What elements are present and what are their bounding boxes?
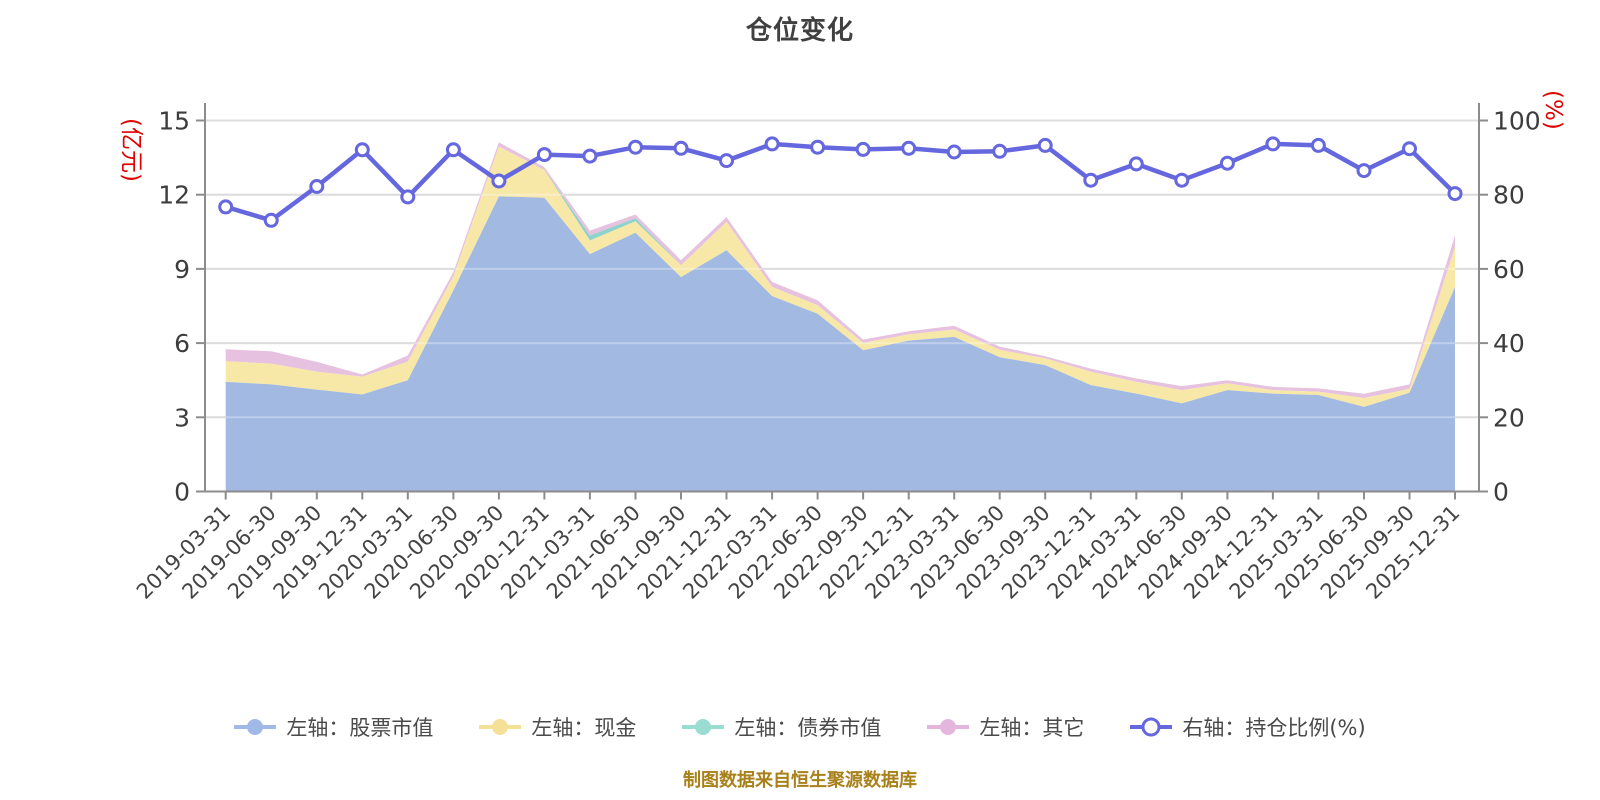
- legend-marker-icon: [479, 719, 522, 735]
- svg-text:0: 0: [174, 478, 190, 507]
- line-marker: [1219, 155, 1235, 171]
- line-marker: [719, 153, 734, 169]
- chart-canvas: 0 3 6 9 12 15 0 20 40 60 80 100 (亿元) (%) 2019-03-31201…: [118, 90, 1566, 604]
- data-source-note: 制图数据来自恒生聚源数据库: [683, 770, 917, 791]
- legend-item-2[interactable]: 左轴：债券市值: [682, 712, 881, 742]
- line-marker: [263, 212, 279, 228]
- line-marker: [901, 140, 917, 156]
- legend-marker-icon: [234, 719, 277, 735]
- svg-text:9: 9: [174, 255, 190, 284]
- line-marker: [354, 142, 370, 158]
- line-marker: [1402, 141, 1417, 157]
- line-marker: [1037, 137, 1053, 153]
- svg-text:40: 40: [1493, 329, 1525, 358]
- line-marker: [628, 139, 643, 155]
- svg-text:0: 0: [1493, 478, 1509, 507]
- svg-text:100: 100: [1493, 107, 1541, 136]
- line-marker: [1265, 136, 1281, 152]
- svg-text:3: 3: [174, 403, 190, 432]
- line-marker: [810, 139, 826, 155]
- line-marker: [992, 143, 1008, 159]
- legend-marker-icon: [682, 719, 725, 735]
- chart-legend: 左轴：股票市值 左轴：现金 左轴：债券市值 左轴：其它 右轴：持仓比例(%): [0, 712, 1600, 742]
- legend-label: 左轴：债券市值: [734, 716, 882, 740]
- legend-label: 左轴：现金: [531, 716, 637, 740]
- legend-label: 右轴：持仓比例(%): [1182, 716, 1366, 740]
- chart-title: 仓位变化: [745, 16, 854, 46]
- line-series-position-ratio: [218, 136, 1463, 228]
- svg-text:15: 15: [158, 107, 190, 136]
- y-axis-left-name: (亿元): [118, 118, 144, 182]
- line-marker: [946, 144, 962, 160]
- axes: [196, 103, 1488, 500]
- y-axis-right-name: (%): [1540, 90, 1566, 130]
- stacked-area-series: [225, 142, 1456, 492]
- legend-item-1[interactable]: 左轴：现金: [479, 712, 636, 742]
- line-marker: [1083, 172, 1099, 188]
- area-band-0: [225, 196, 1456, 492]
- line-marker: [764, 136, 780, 152]
- line-marker: [855, 141, 871, 157]
- line-marker: [400, 189, 416, 205]
- legend-label: 左轴：其它: [979, 716, 1085, 740]
- line-marker: [218, 199, 234, 215]
- line-marker: [445, 142, 461, 158]
- line-marker: [1174, 172, 1190, 188]
- line-marker: [582, 148, 598, 164]
- x-axis-labels: 2019-03-312019-06-302019-09-302019-12-31…: [132, 501, 1465, 604]
- legend-marker-icon: [927, 719, 970, 735]
- line-marker: [1128, 156, 1144, 172]
- line-marker: [309, 179, 325, 194]
- area-band-3: [225, 142, 1456, 398]
- legend-marker-icon: [1130, 717, 1173, 737]
- svg-text:60: 60: [1493, 255, 1525, 284]
- legend-item-4[interactable]: 右轴：持仓比例(%): [1130, 712, 1366, 742]
- gridline-highlights: [205, 119, 1479, 419]
- line-marker: [1310, 137, 1326, 153]
- line-marker: [673, 140, 689, 156]
- legend-label: 左轴：股票市值: [286, 716, 434, 740]
- line-marker: [536, 147, 552, 163]
- y-axis-right-labels: 0 20 40 60 80 100: [1493, 107, 1541, 507]
- legend-item-3[interactable]: 左轴：其它: [927, 712, 1084, 742]
- svg-text:12: 12: [158, 181, 190, 210]
- svg-text:80: 80: [1493, 181, 1525, 210]
- area-band-1: [225, 146, 1456, 407]
- legend-item-0[interactable]: 左轴：股票市值: [234, 712, 433, 742]
- line-marker: [1447, 186, 1463, 202]
- line-marker: [491, 173, 507, 189]
- svg-text:6: 6: [174, 329, 190, 358]
- line-marker: [1356, 163, 1372, 179]
- svg-text:20: 20: [1493, 403, 1525, 432]
- y-axis-left-labels: 0 3 6 9 12 15: [158, 107, 190, 507]
